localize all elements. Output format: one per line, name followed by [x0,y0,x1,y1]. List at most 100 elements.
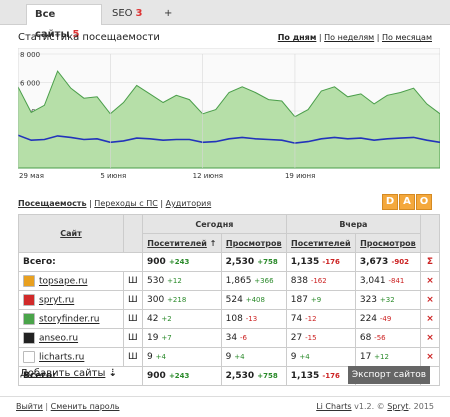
footer-version: v1.2. © [354,402,385,411]
subtab-ps[interactable]: Переходы с ПС [94,199,158,208]
val: 9 [290,352,297,362]
period-months-link[interactable]: По месяцам [381,33,432,42]
col-u [123,214,143,253]
site-link[interactable]: topsape.ru [39,276,88,287]
site-u-icon[interactable]: Ш [123,271,143,291]
chart-subtabs: Посещаемость | Переходы с ПС | Аудитория [18,199,211,208]
dao-o-button[interactable]: O [416,194,432,210]
val: 3,041 [359,276,386,286]
val: 9 [147,352,153,362]
total-cell: 900 +243 [142,366,222,386]
total-label: Всего: [18,252,143,272]
total-dp1: +758 [257,372,278,380]
total-v2: 1,135 [290,371,320,381]
site-link[interactable]: spryt.ru [39,295,75,306]
subtab-audience[interactable]: Аудитория [165,199,212,208]
val: 1,865 [225,276,252,286]
sum-icon[interactable]: Σ [420,252,440,272]
site-cell: storyfinder.ru [18,309,124,329]
site-u-icon[interactable]: Ш [123,328,143,348]
total-cell: 1,135 -176 [285,252,356,272]
val: 323 [359,295,378,305]
col-today-visitors-label[interactable]: Посетителей [147,238,207,248]
col-yest-views-label[interactable]: Просмотров [360,238,416,248]
col-site-label[interactable]: Сайт [60,229,82,238]
add-sites-link[interactable]: Добавить сайты ⇣ [20,368,117,379]
site-favicon-icon [23,313,35,325]
total-p1: 2,530 [225,257,255,267]
col-site[interactable]: Сайт [18,214,124,253]
dao-d-button[interactable]: D [382,194,398,210]
val: 530 [147,276,165,286]
col-today-views-label[interactable]: Просмотров [225,238,282,248]
period-sep: | [318,33,322,42]
delete-site-icon[interactable]: × [420,328,440,348]
site-cell: topsape.ru [18,271,124,291]
tab-seo[interactable]: SEO 3 [104,4,151,24]
tab-bar: Все сайты 5 SEO 3 + [0,0,450,40]
x-tick-label: 5 июня [100,172,126,180]
cell: 9 +4 [142,347,222,367]
period-weeks-link[interactable]: По неделям [324,33,375,42]
sites-table: Сайт Сегодня Вчера Посетителей ↑ Просмот… [18,214,440,386]
site-cell: licharts.ru [18,347,124,367]
total-cell: 1,135 -176 [285,366,356,386]
total-label: Всего: [18,366,143,386]
site-link[interactable]: licharts.ru [39,352,85,363]
delete-site-icon[interactable]: × [420,290,440,310]
total-row-top: Всего: 900 +243 2,530 +758 1,135 -176 3,… [18,252,440,272]
delete-site-icon[interactable]: × [420,271,440,291]
cell: 108 -13 [220,309,287,329]
val: 19 [147,333,159,343]
add-sites-label[interactable]: Добавить сайты [20,368,106,379]
delta: +7 [161,334,172,342]
cell: 42 +2 [142,309,222,329]
cell: 17 +12 [354,347,422,367]
total-v1: 900 [147,371,166,381]
site-link[interactable]: storyfinder.ru [39,314,100,325]
site-u-icon[interactable]: Ш [123,347,143,367]
visitors-line-series [18,134,440,144]
val: 74 [290,314,303,324]
delta: +408 [245,296,265,304]
cell: 9 +4 [285,347,356,367]
total-d2: -176 [322,372,340,380]
delete-site-icon[interactable]: × [420,347,440,367]
val: 42 [147,314,159,324]
col-yest-visitors-label[interactable]: Посетителей [291,238,351,248]
subtab-sep: | [160,199,164,208]
site-u-icon[interactable]: Ш [123,290,143,310]
total-cell: 900 +243 [142,252,222,272]
site-favicon-icon [23,332,35,344]
export-sites-button[interactable]: Экспорт сайтов [348,366,430,384]
delta: -6 [239,334,247,342]
cell: 34 -6 [220,328,287,348]
total-d2: -176 [322,258,340,266]
site-u-icon[interactable]: Ш [123,309,143,329]
cell: 300 +218 [142,290,222,310]
y-tick-label: 6 000 [20,80,40,88]
site-row: spryt.ru Ш 300 +218 524 +408 187 +9 323 +32 × [18,290,440,310]
site-link[interactable]: anseo.ru [39,333,79,344]
cell: 224 -49 [354,309,422,329]
delta: -12 [305,315,317,323]
period-days-link[interactable]: По дням [277,33,317,42]
subtab-visits[interactable]: Посещаемость [18,199,87,208]
stats-title: Статистика посещаемости [18,32,160,43]
logout-link[interactable]: Выйти [16,402,43,411]
val: 17 [359,352,372,362]
col-yest-visitors[interactable]: Посетителей [285,233,356,253]
total-cell: 2,530 +758 [220,252,287,272]
col-today-views[interactable]: Просмотров [220,233,287,253]
delete-site-icon[interactable]: × [420,309,440,329]
change-password-link[interactable]: Сменить пароль [50,402,120,411]
dao-a-button[interactable]: A [399,194,415,210]
period-selector: По дням | По неделям | По месяцам [278,33,432,42]
brand-link[interactable]: Li Charts [316,402,352,411]
col-today-visitors[interactable]: Посетителей ↑ [142,233,222,253]
cell: 3,041 -841 [354,271,422,291]
col-yest-views[interactable]: Просмотров [354,233,422,253]
add-tab-button[interactable]: + [164,8,173,19]
tab-all-sites[interactable]: Все сайты 5 [26,4,102,40]
spryt-link[interactable]: Spryt [387,402,409,411]
